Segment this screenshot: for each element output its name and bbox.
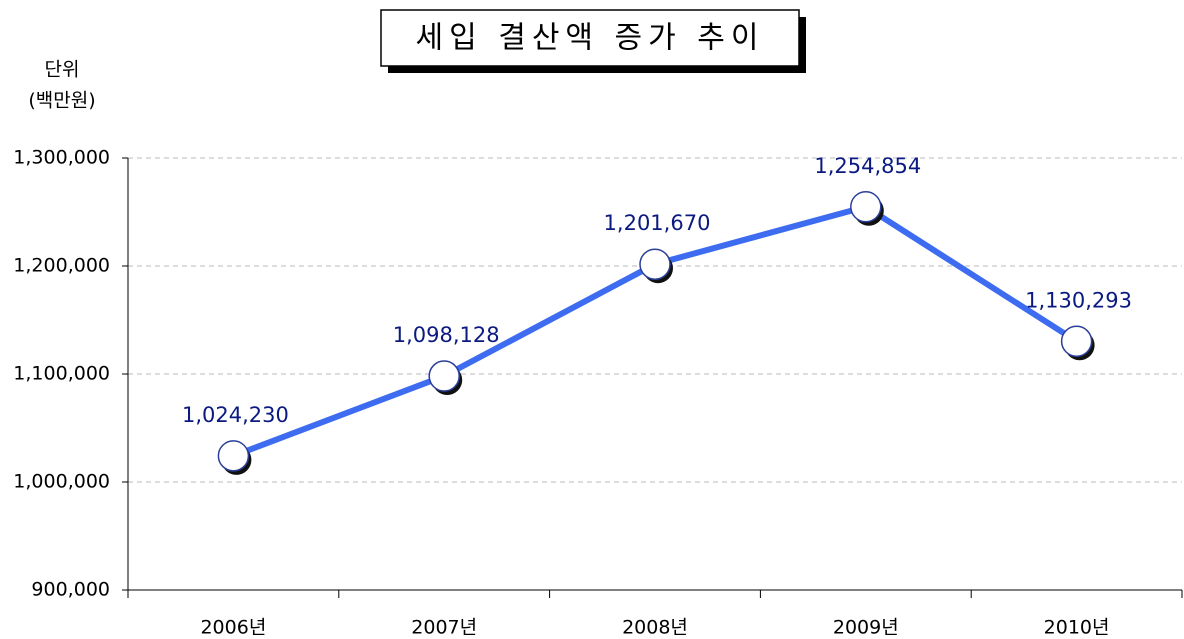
y-tick-label: 1,100,000 (13, 363, 110, 385)
marker (428, 360, 460, 392)
x-tick-label: 2007년 (411, 617, 477, 639)
marker (1060, 325, 1093, 358)
unit-label: (백만원) (28, 90, 95, 112)
x-tick-label: 2009년 (833, 617, 899, 639)
value-label: 1,130,293 (1025, 288, 1132, 312)
x-tick-label: 2010년 (1044, 617, 1110, 639)
y-tick-label: 900,000 (31, 579, 110, 601)
value-label: 1,098,128 (393, 323, 500, 347)
value-label: 1,201,670 (604, 211, 711, 235)
value-label: 1,024,230 (182, 403, 289, 427)
y-tick-label: 1,300,000 (13, 147, 110, 169)
title-box (380, 9, 800, 67)
marker (850, 191, 882, 223)
x-tick-label: 2006년 (200, 617, 266, 639)
y-tick-label: 1,000,000 (13, 471, 110, 493)
x-tick-label: 2008년 (622, 617, 688, 639)
marker (639, 248, 671, 280)
line (232, 203, 1079, 459)
y-tick-label: 1,200,000 (13, 255, 110, 277)
chart-title: 세입 결산액 증가 추이 (415, 21, 764, 56)
unit-label: 단위 (45, 59, 80, 81)
value-label: 1,254,854 (814, 154, 921, 178)
marker (217, 440, 250, 472)
